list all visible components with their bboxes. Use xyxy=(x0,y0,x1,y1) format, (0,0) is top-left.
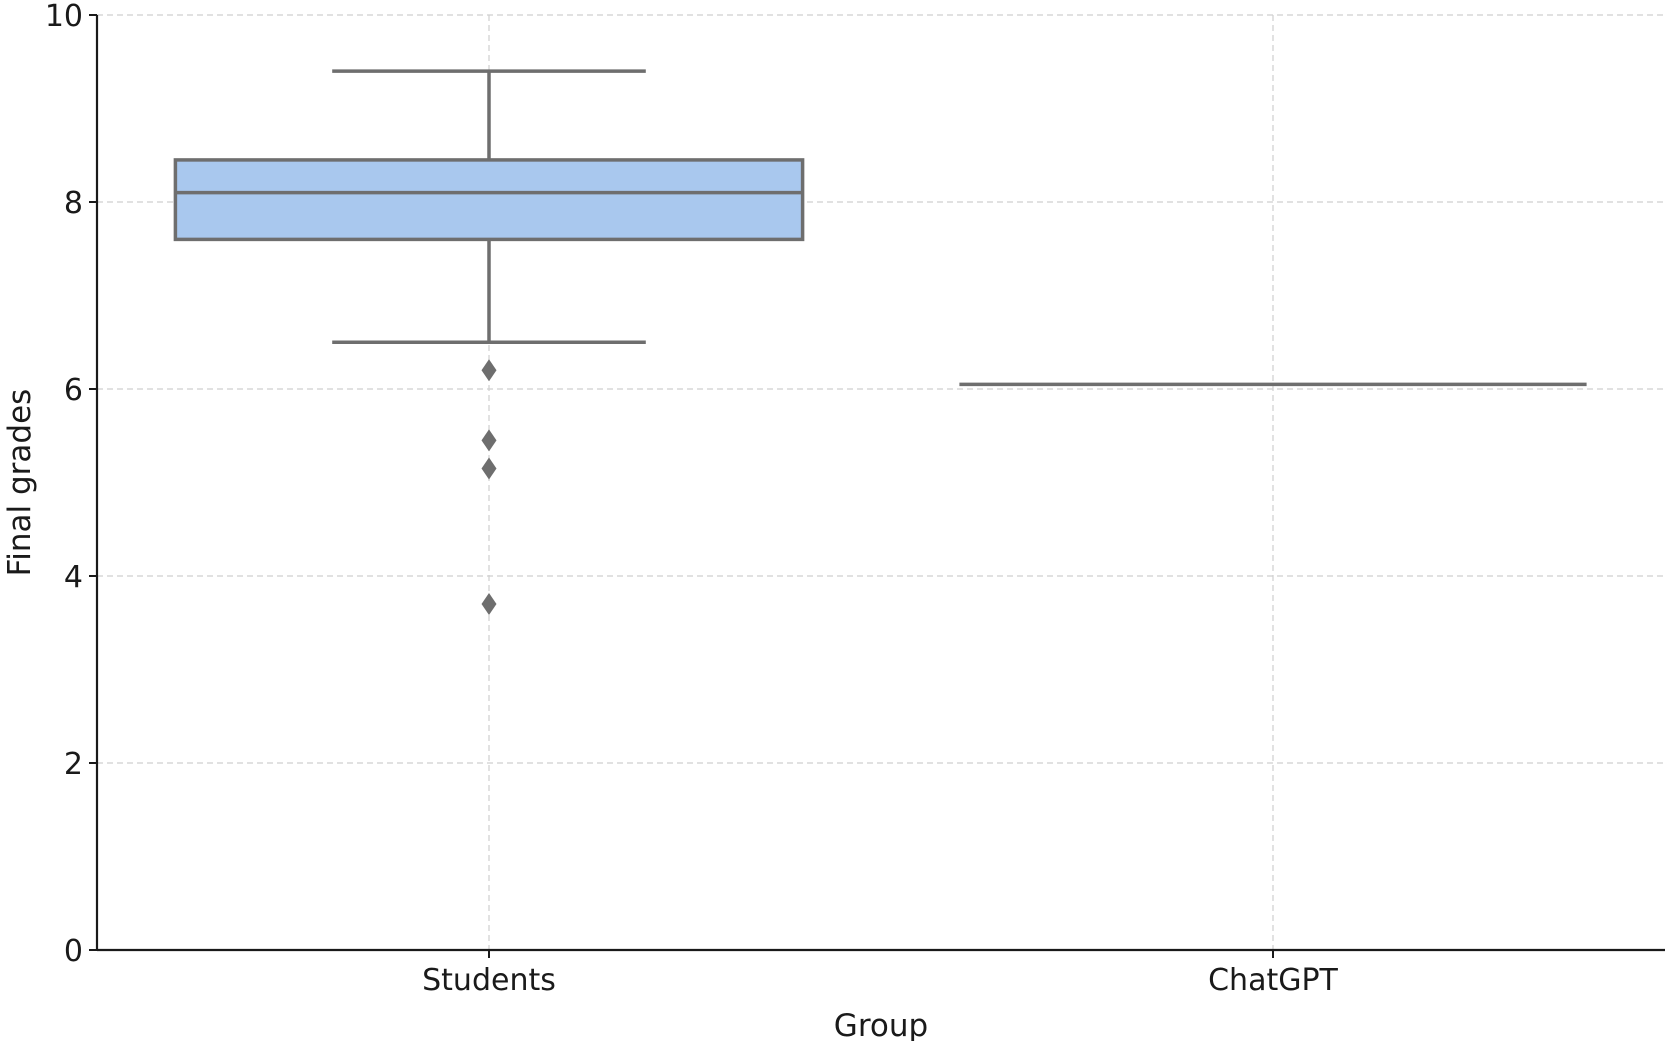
y-tick-label: 0 xyxy=(64,934,83,969)
outlier-point xyxy=(481,429,497,452)
y-tick-label: 4 xyxy=(64,560,83,595)
box-plot-series xyxy=(173,69,1587,616)
iqr-box xyxy=(173,158,805,242)
y-tick-label: 8 xyxy=(64,186,83,221)
grid-lines xyxy=(97,14,1665,950)
axes xyxy=(95,15,1665,952)
y-tick-label: 6 xyxy=(64,373,83,408)
y-tick-label: 10 xyxy=(45,0,83,34)
x-tick-label: ChatGPT xyxy=(1208,963,1338,998)
y-axis-title: Final grades xyxy=(2,389,38,577)
outlier-point xyxy=(481,457,497,480)
y-tick-label: 2 xyxy=(64,747,83,782)
x-tick-label: Students xyxy=(422,963,556,998)
tick-labels: 0 2 4 6 8 10 Students ChatGPT xyxy=(45,0,1339,998)
outlier-point xyxy=(481,593,497,616)
box-group xyxy=(173,69,805,616)
x-axis-title: Group xyxy=(834,1008,928,1041)
outlier-point xyxy=(481,359,497,382)
